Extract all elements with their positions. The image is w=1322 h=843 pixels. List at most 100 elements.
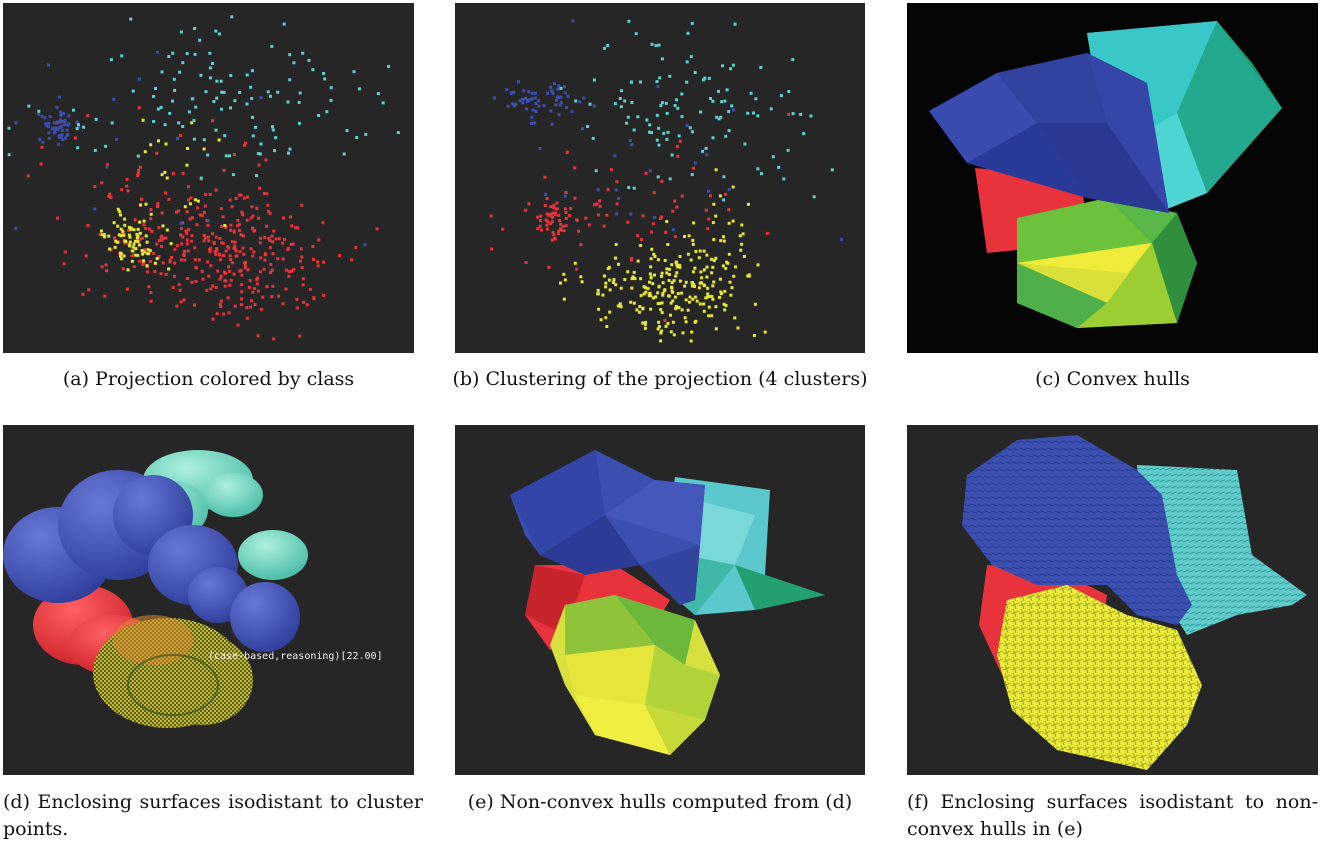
scatter-point [223, 224, 227, 227]
scatter-point [549, 205, 553, 209]
scatter-point [148, 260, 152, 263]
scatter-point [136, 154, 140, 158]
scatter-point [619, 105, 623, 109]
scatter-point [317, 238, 321, 242]
scatter-point [218, 237, 222, 240]
scatter-point [706, 286, 710, 290]
scatter-point [530, 115, 534, 119]
scatter-point [724, 304, 728, 307]
scatter-point [125, 184, 129, 188]
scatter-point [650, 131, 653, 135]
scatter-point [727, 221, 731, 225]
scatter-point [322, 72, 326, 75]
scatter-point [557, 95, 561, 99]
scatter-point [221, 241, 225, 245]
scatter-point [557, 229, 561, 233]
scatter-point [211, 232, 214, 236]
scatter-point [212, 242, 216, 245]
scatter-point [251, 254, 255, 258]
scatter-point [355, 136, 359, 139]
scatter-point [195, 223, 199, 227]
scatter-point [289, 215, 293, 219]
scatter-point [300, 255, 304, 259]
scatter-point [648, 130, 651, 134]
scatter-point [44, 122, 48, 126]
scatter-point [277, 237, 281, 241]
scatter-point [260, 307, 263, 311]
scatter-point [229, 223, 233, 227]
scatter-point [706, 227, 710, 231]
scatter-point [689, 55, 693, 59]
scatter-point [65, 128, 69, 132]
scatter-point [608, 288, 612, 292]
scatter-point [207, 235, 210, 239]
scatter-point [791, 58, 795, 61]
scatter-point [142, 261, 146, 265]
scatter-point [296, 226, 300, 230]
scatter-point [131, 89, 135, 93]
scatter-point [161, 261, 165, 265]
scatter-point [220, 107, 223, 111]
scatter-point [673, 104, 677, 107]
scatter-point [56, 216, 60, 220]
scatter-point [667, 273, 671, 276]
scatter-point [601, 293, 605, 297]
scatter-point [678, 265, 682, 269]
scatter-point [683, 235, 686, 238]
scatter-point [564, 217, 568, 220]
scatter-point [167, 55, 171, 58]
scatter-point [215, 79, 219, 83]
scatter-point [181, 171, 185, 175]
scatter-point [109, 196, 113, 200]
scatter-point [202, 210, 206, 214]
scatter-point [644, 290, 648, 294]
scatter-point [228, 198, 232, 202]
surface-f-blue [962, 435, 1192, 625]
scatter-point [292, 61, 296, 65]
scatter-point [657, 325, 661, 329]
scatter-point [141, 118, 145, 122]
scatter-point [144, 226, 148, 230]
scatter-point [59, 113, 63, 117]
scatter-point [524, 261, 528, 264]
scatter-point [722, 235, 725, 239]
scatter-point [193, 52, 197, 56]
scatter-point [580, 280, 584, 284]
scatter-point [98, 232, 102, 236]
scatter-point [256, 276, 260, 280]
scatter-point [691, 166, 695, 170]
scatter-point [563, 194, 567, 198]
scatter-point [657, 126, 661, 130]
scatter-point [185, 242, 189, 246]
scatter-point [731, 219, 735, 223]
scatter-point [274, 136, 278, 140]
scatter-point [689, 339, 693, 343]
scatter-point [555, 207, 559, 211]
scatter-point [746, 111, 750, 115]
scatter-point [207, 274, 211, 278]
scatter-point [512, 90, 516, 94]
scatter-point [802, 132, 806, 135]
scatter-point [537, 104, 541, 108]
scatter-point [175, 304, 179, 308]
scatter-point [586, 125, 590, 128]
scatter-point [676, 292, 680, 295]
scatter-point [156, 202, 160, 206]
scatter-point [107, 234, 111, 238]
scatter-point [652, 252, 656, 256]
scatter-point [232, 272, 236, 276]
scatter-point [553, 236, 557, 240]
scatter-point [302, 300, 306, 304]
scatter-point [57, 142, 61, 146]
scatter-point [169, 242, 173, 246]
scatter-point [163, 170, 167, 174]
scatter-point [250, 299, 254, 303]
scatter-point [626, 115, 630, 119]
scatter-point [712, 280, 716, 284]
scatter-point [730, 286, 734, 290]
scatter-point [203, 236, 207, 240]
scatter-point [136, 253, 140, 257]
scatter-point [256, 289, 260, 293]
scatter-point [67, 114, 71, 118]
scatter-point [714, 256, 718, 260]
